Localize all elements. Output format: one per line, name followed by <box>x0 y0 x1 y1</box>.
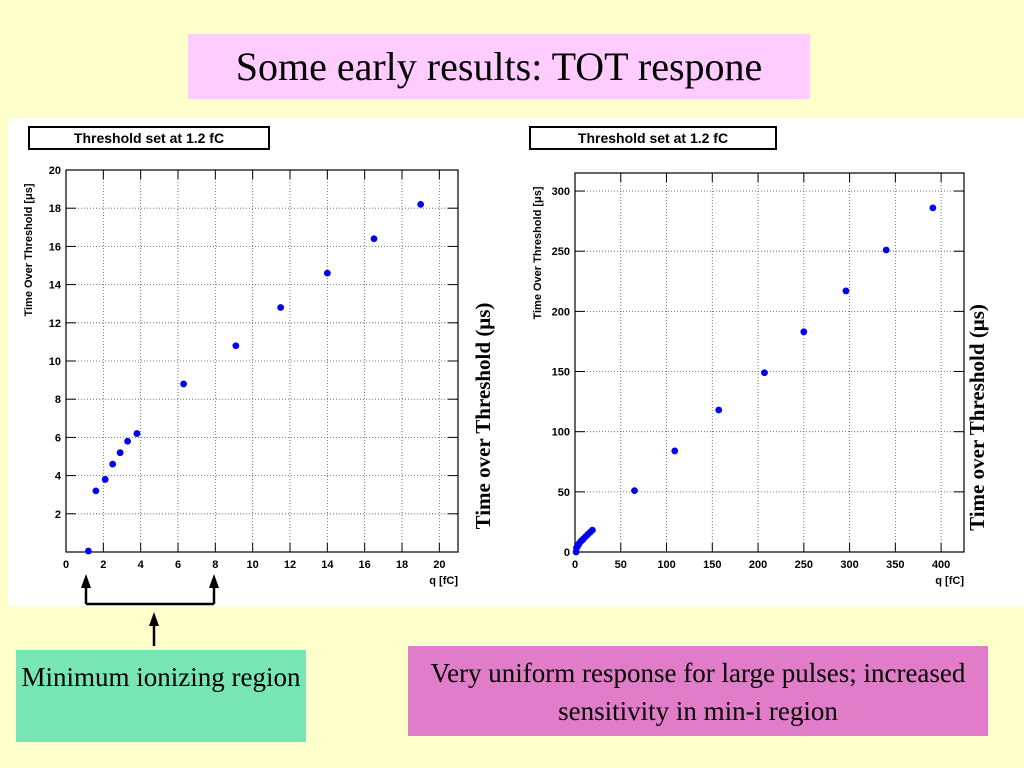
y-tick-label: 20 <box>49 165 61 177</box>
data-point <box>277 304 285 311</box>
y-tick-label: 18 <box>49 203 61 215</box>
x-axis-label: q [fC] <box>935 575 964 587</box>
data-point <box>761 369 768 377</box>
data-point <box>232 342 240 350</box>
side-axis-label: Time over Threshold (μs) <box>965 304 989 531</box>
y-tick-label: 10 <box>49 356 61 368</box>
x-tick-label: 0 <box>63 559 69 571</box>
data-point <box>671 447 679 455</box>
x-tick-label: 20 <box>433 559 445 571</box>
uniform-response-caption: Very uniform response for large pulses; … <box>408 646 988 736</box>
x-tick-label: 150 <box>703 559 721 571</box>
y-tick-label: 16 <box>49 241 61 253</box>
bracket-pointer-arrowhead <box>149 612 159 626</box>
x-tick-label: 14 <box>321 559 334 571</box>
y-tick-label: 6 <box>55 432 61 444</box>
x-tick-label: 350 <box>886 559 904 571</box>
data-point <box>631 487 638 495</box>
data-point <box>417 200 425 208</box>
chart-title-box <box>28 126 270 150</box>
data-point <box>180 380 188 388</box>
x-tick-label: 200 <box>749 559 767 571</box>
data-point <box>800 328 808 336</box>
chart-title-box <box>529 126 777 150</box>
x-tick-label: 6 <box>175 559 181 571</box>
y-tick-label: 0 <box>564 547 570 559</box>
y-tick-label: 50 <box>558 487 570 499</box>
x-tick-label: 8 <box>212 559 218 571</box>
data-point <box>370 235 378 243</box>
y-tick-label: 150 <box>552 367 570 379</box>
x-tick-label: 0 <box>572 559 578 571</box>
data-point <box>116 449 124 457</box>
y-tick-label: 2 <box>55 509 61 521</box>
chart-title: Threshold set at 1.2 fC <box>578 130 728 146</box>
data-point <box>588 526 596 534</box>
x-tick-label: 250 <box>795 559 813 571</box>
x-tick-label: 16 <box>359 559 371 571</box>
chart-1: Threshold set at 1.2 fC 0 2 4 6 8 10 12 14 16 18 20… <box>23 126 495 587</box>
data-point <box>92 487 100 495</box>
data-point <box>929 204 937 212</box>
y-tick-label: 4 <box>55 471 62 483</box>
chart-2: Threshold set at 1.2 fC 0 50 100 150 200 250 30… <box>529 126 989 587</box>
x-tick-label: 18 <box>396 559 408 571</box>
x-tick-label: 300 <box>840 559 858 571</box>
plot-panel: Threshold set at 1.2 fC 0 2 4 6 8 10 12 14 16 18 20… <box>8 118 1024 606</box>
charts-svg: Threshold set at 1.2 fC0 2 4 6 8 10 12 14 16 18 20… <box>23 126 989 587</box>
data-point <box>323 269 331 277</box>
y-tick-label: 12 <box>49 318 61 330</box>
y-tick-label: 300 <box>552 186 570 198</box>
x-tick-label: 2 <box>100 559 106 571</box>
x-tick-label: 400 <box>932 559 950 571</box>
min-ionizing-caption: Minimum ionizing region <box>16 650 306 742</box>
y-tick-label: 100 <box>552 427 570 439</box>
x-tick-label: 12 <box>284 559 296 571</box>
x-tick-label: 100 <box>657 559 675 571</box>
data-point <box>109 460 117 468</box>
side-axis-label: Time over Threshold (μs) <box>471 303 495 530</box>
y-tick-label: 14 <box>49 280 62 292</box>
y-tick-label: 250 <box>552 246 570 258</box>
plot-frame <box>574 172 965 553</box>
data-point <box>715 406 723 414</box>
bracket-right-arrowhead <box>209 574 219 588</box>
x-axis-label: q [fC] <box>429 575 458 587</box>
data-point <box>842 287 850 295</box>
data-point <box>124 437 131 445</box>
x-tick-label: 4 <box>138 559 145 571</box>
x-tick-label: 10 <box>247 559 259 571</box>
chart-title: Threshold set at 1.2 fC <box>74 130 224 146</box>
y-tick-label: 200 <box>552 306 570 318</box>
y-axis-label: Time Over Threshold [μs] <box>23 183 35 316</box>
data-point <box>882 246 890 254</box>
bracket-left-arrowhead <box>81 574 91 588</box>
data-point <box>133 430 141 437</box>
x-tick-label: 50 <box>615 559 627 571</box>
y-tick-label: 8 <box>55 394 61 406</box>
data-point <box>85 547 92 555</box>
data-point <box>101 476 109 483</box>
slide-title: Some early results: TOT respone <box>188 34 810 99</box>
y-axis-label: Time Over Threshold [μs] <box>532 186 544 319</box>
